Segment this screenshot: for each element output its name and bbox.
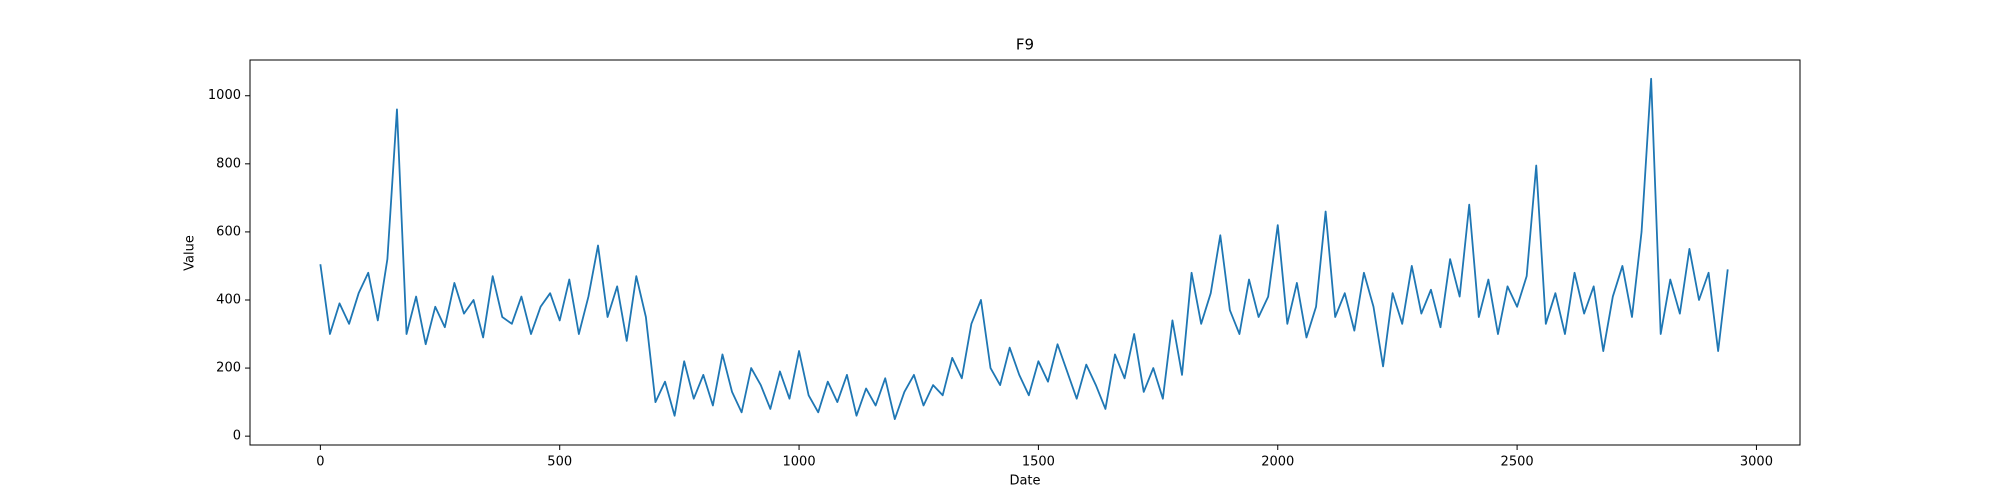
chart-title: F9 — [1016, 36, 1034, 54]
y-tick-label: 600 — [216, 224, 241, 239]
x-tick-label: 2000 — [1261, 455, 1294, 470]
x-tick-label: 2500 — [1501, 455, 1534, 470]
data-line — [319, 77, 1729, 421]
y-tick-label: 200 — [216, 361, 241, 376]
y-tick-label: 400 — [216, 292, 241, 307]
x-tick-label: 500 — [547, 455, 572, 470]
y-tick-label: 800 — [216, 156, 241, 171]
x-tick-label: 1000 — [783, 455, 816, 470]
x-tick-label: 0 — [316, 455, 324, 470]
y-tick-label: 1000 — [208, 88, 241, 103]
x-axis-label: Date — [1009, 474, 1040, 489]
x-tick-label: 1500 — [1022, 455, 1055, 470]
y-tick-label: 0 — [233, 429, 241, 444]
plot-frame — [249, 59, 1801, 446]
y-axis-label: Value — [183, 235, 198, 271]
x-tick-label: 3000 — [1740, 455, 1773, 470]
